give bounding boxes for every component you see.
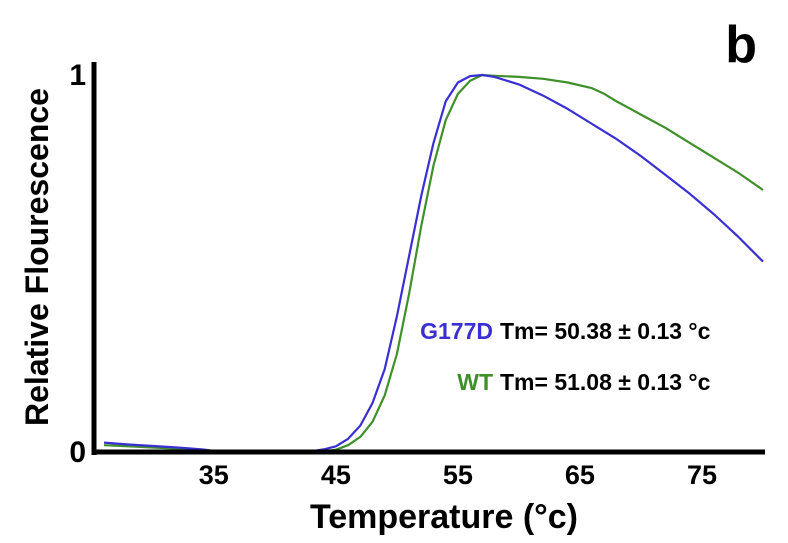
y-tick-label: 0 xyxy=(69,436,86,469)
x-axis-label: Temperature (°c) xyxy=(310,498,578,536)
x-tick-label: 35 xyxy=(199,460,229,490)
x-tick-label: 45 xyxy=(321,460,351,490)
x-tick-label: 55 xyxy=(443,460,473,490)
series-line-wt xyxy=(103,73,764,454)
tm-annotation-g177d: G177D Tm= 50.38 ± 0.13 °c xyxy=(420,318,711,344)
x-tick-label: 75 xyxy=(687,460,717,490)
annotation-label-wt: WT xyxy=(457,369,493,395)
annotation-label-g177d: G177D xyxy=(420,318,493,344)
y-axis-label: Relative Flourescence xyxy=(19,88,55,426)
series-layer xyxy=(103,73,764,454)
annotation-tm-g177d: Tm= 50.38 ± 0.13 °c xyxy=(500,318,711,344)
y-tick-label: 1 xyxy=(69,59,86,92)
tm-annotation-wt: WT Tm= 51.08 ± 0.13 °c xyxy=(457,369,710,395)
annotation-tm-wt: Tm= 51.08 ± 0.13 °c xyxy=(500,369,711,395)
x-tick-label: 65 xyxy=(565,460,595,490)
y-tick-labels: 01 xyxy=(69,59,86,469)
x-tick-labels: 35 45 55 65 75 xyxy=(199,460,717,490)
panel-label: b xyxy=(725,16,757,74)
series-line-g177d xyxy=(103,73,764,454)
